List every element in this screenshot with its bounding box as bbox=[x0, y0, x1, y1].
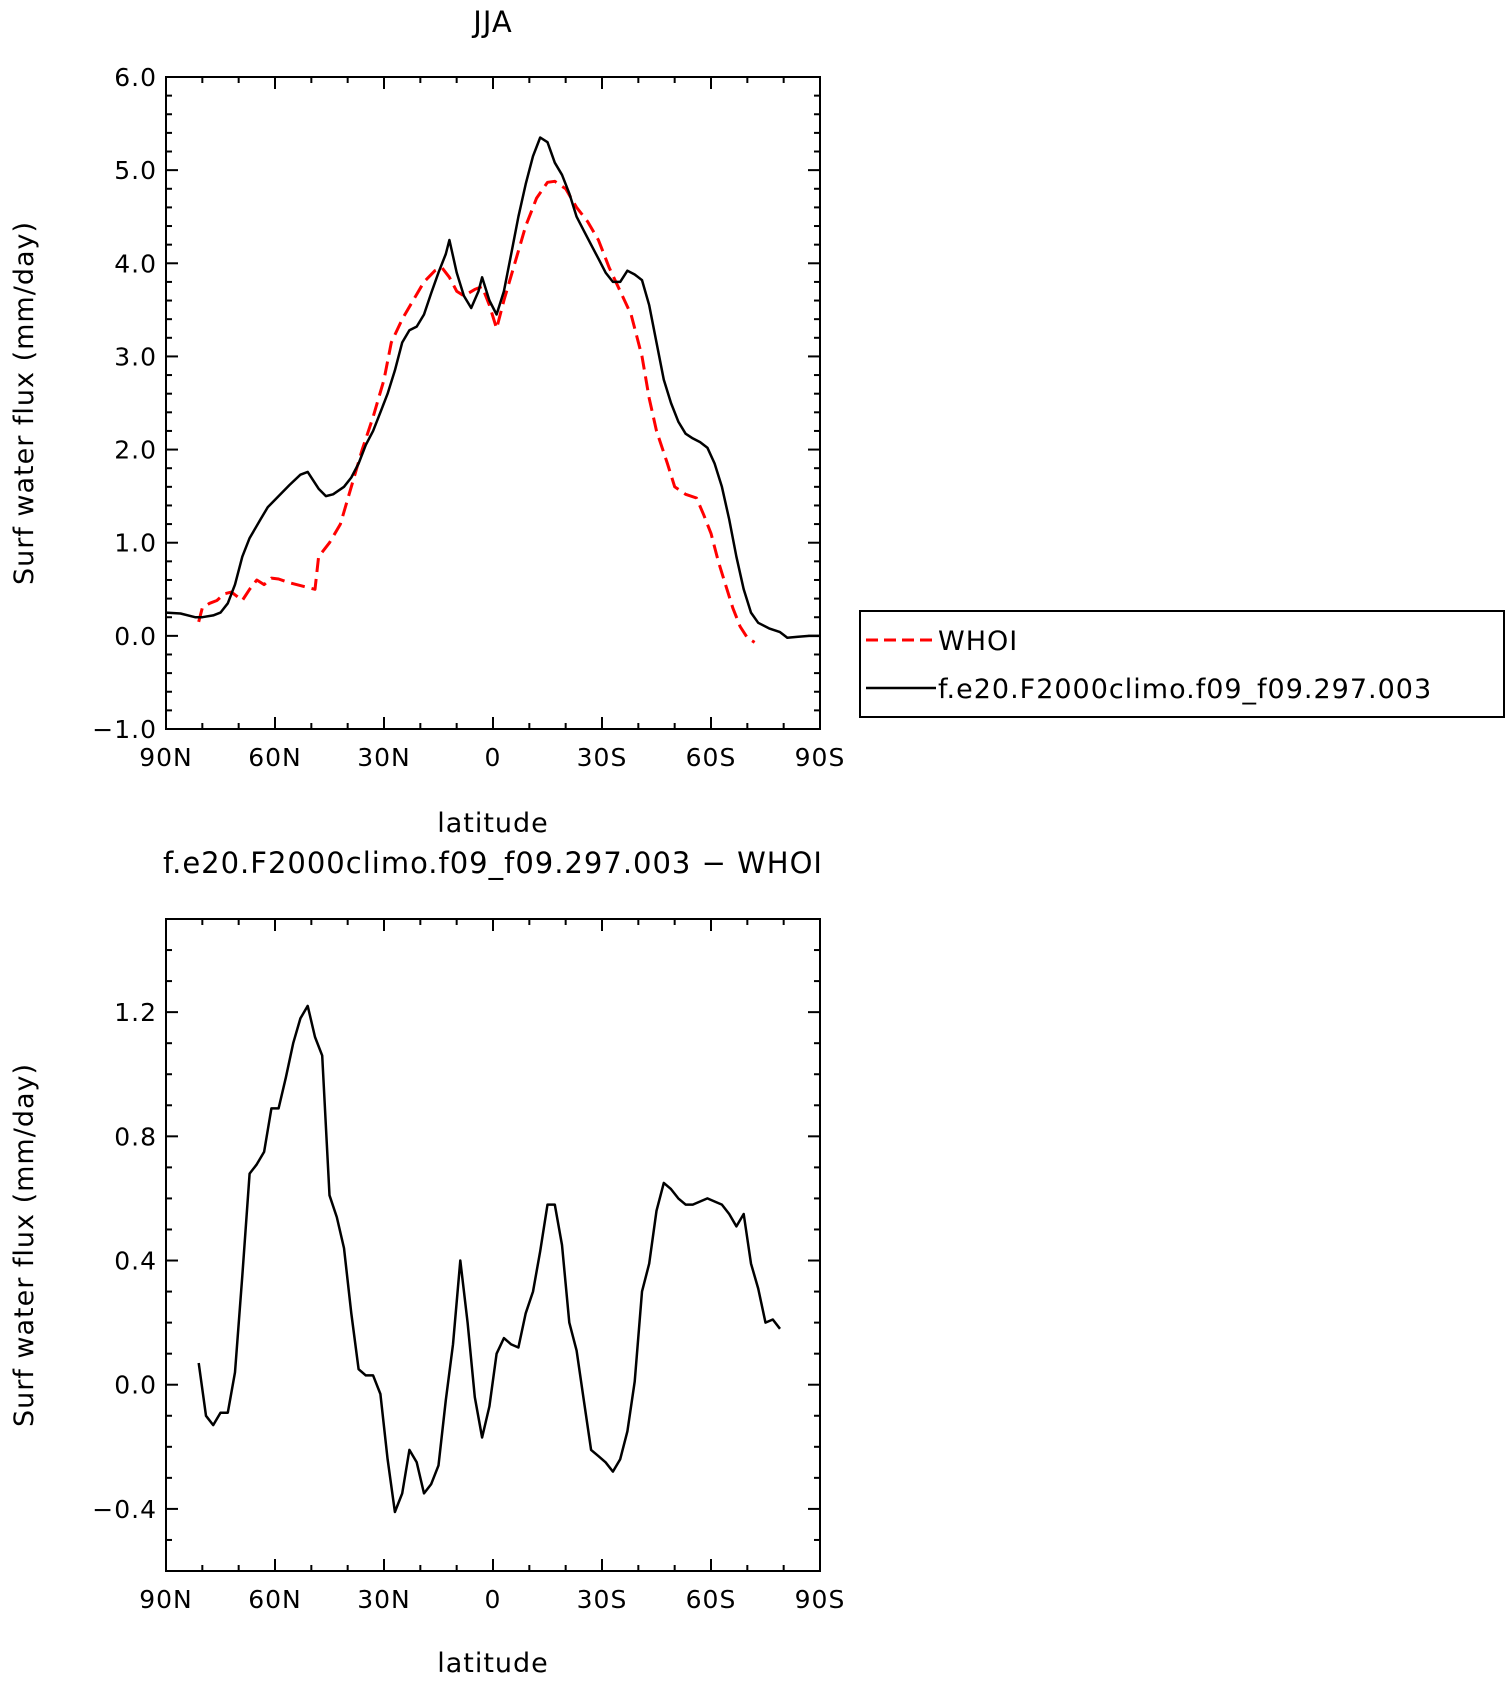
x-axis-title: latitude bbox=[437, 808, 549, 839]
x-tick-label: 0 bbox=[485, 1585, 502, 1614]
x-tick-label: 90S bbox=[795, 1585, 846, 1614]
legend-item: WHOI bbox=[866, 626, 1018, 657]
legend-label: WHOI bbox=[938, 626, 1018, 657]
y-tick-label: −0.4 bbox=[92, 1495, 157, 1524]
y-axis-title: Surf water flux (mm/day) bbox=[9, 221, 40, 585]
y-tick-label: 4.0 bbox=[114, 249, 157, 278]
y-axis-title: Surf water flux (mm/day) bbox=[9, 1063, 40, 1427]
x-tick-label: 60S bbox=[686, 1585, 737, 1614]
x-tick-label: 60S bbox=[686, 743, 737, 772]
y-tick-label: 6.0 bbox=[114, 63, 157, 92]
y-tick-label: 3.0 bbox=[114, 342, 157, 371]
x-tick-label: 0 bbox=[485, 743, 502, 772]
y-tick-label: 5.0 bbox=[114, 156, 157, 185]
y-tick-label: 2.0 bbox=[114, 436, 157, 465]
series-line-whoi bbox=[197, 179, 756, 644]
chart-title: f.e20.F2000climo.f09_f09.297.003 − WHOI bbox=[163, 846, 823, 880]
x-tick-label: 90N bbox=[139, 743, 193, 772]
x-tick-label: 30S bbox=[577, 1585, 628, 1614]
y-ticks: −1.0 0.0 1.0 2.0 3.0 4.0 5.0 6.0 bbox=[92, 63, 820, 744]
legend-label: f.e20.F2000climo.f09_f09.297.003 bbox=[938, 674, 1432, 705]
top-panel: JJA 90N 60N 30N 0 30S 60S 90S −1.0 0.0 1.0 2.0 3.0 4.… bbox=[9, 5, 1505, 839]
y-ticks: −0.4 0.0 0.4 0.8 1.2 bbox=[92, 918, 820, 1572]
y-tick-label: 0.4 bbox=[114, 1247, 157, 1276]
series-line-difference bbox=[197, 1004, 781, 1514]
x-tick-label: 90S bbox=[795, 743, 846, 772]
y-tick-label: 0.0 bbox=[114, 622, 157, 651]
x-ticks: 90N 60N 30N 0 30S 60S 90S bbox=[139, 77, 846, 772]
legend: WHOI f.e20.F2000climo.f09_f09.297.003 bbox=[859, 610, 1505, 718]
x-tick-label: 90N bbox=[139, 1585, 193, 1614]
legend-box bbox=[859, 610, 1505, 718]
y-tick-label: 0.8 bbox=[114, 1122, 157, 1151]
x-tick-label: 30N bbox=[357, 743, 411, 772]
plot-frame bbox=[165, 918, 821, 1572]
x-tick-label: 60N bbox=[248, 743, 302, 772]
legend-item: f.e20.F2000climo.f09_f09.297.003 bbox=[866, 674, 1432, 705]
x-tick-label: 30S bbox=[577, 743, 628, 772]
x-tick-label: 60N bbox=[248, 1585, 302, 1614]
chart-title: JJA bbox=[471, 5, 512, 39]
x-tick-label: 30N bbox=[357, 1585, 411, 1614]
y-tick-label: 1.2 bbox=[114, 998, 157, 1027]
x-ticks: 90N 60N 30N 0 30S 60S 90S bbox=[139, 919, 846, 1614]
series-line-f-e20-f2000climo-f09-f09-297-003 bbox=[165, 136, 820, 639]
plot-frame bbox=[165, 76, 821, 730]
bottom-panel: f.e20.F2000climo.f09_f09.297.003 − WHOI 9… bbox=[9, 846, 846, 1679]
y-tick-label: 0.0 bbox=[114, 1371, 157, 1400]
y-tick-label: −1.0 bbox=[92, 715, 157, 744]
y-tick-label: 1.0 bbox=[114, 529, 157, 558]
x-axis-title: latitude bbox=[437, 1648, 549, 1679]
